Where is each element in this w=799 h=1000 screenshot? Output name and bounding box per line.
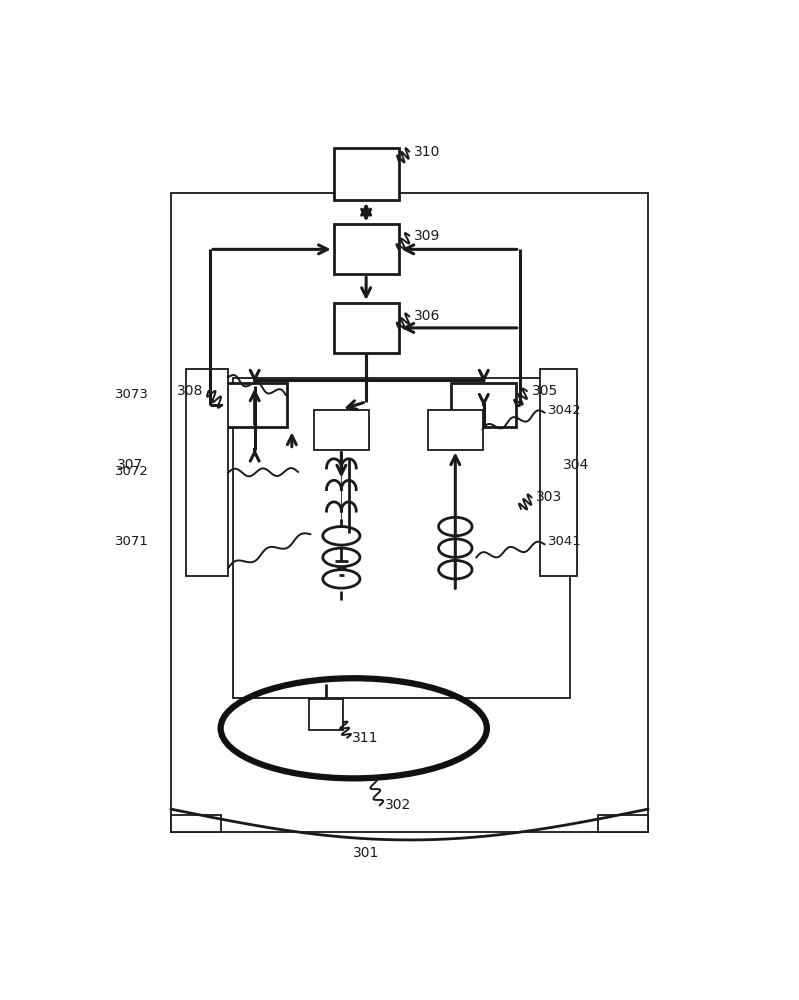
Text: 303: 303 <box>536 490 562 504</box>
Text: 3071: 3071 <box>115 535 149 548</box>
Bar <box>314 410 368 450</box>
Bar <box>171 193 648 832</box>
Text: 3042: 3042 <box>547 404 582 417</box>
Bar <box>283 388 407 684</box>
Bar <box>222 383 287 427</box>
Text: 311: 311 <box>352 731 379 745</box>
Bar <box>451 383 516 427</box>
Text: 301: 301 <box>353 846 380 860</box>
Bar <box>539 369 577 576</box>
Text: 3072: 3072 <box>115 465 149 478</box>
Bar <box>186 369 228 576</box>
Bar <box>233 378 570 698</box>
Bar <box>598 815 648 832</box>
Text: 305: 305 <box>532 384 558 398</box>
Text: 304: 304 <box>563 458 590 472</box>
Bar <box>309 699 343 730</box>
Text: 3073: 3073 <box>115 388 149 401</box>
Bar <box>428 410 483 450</box>
Bar <box>334 148 399 200</box>
Text: 307: 307 <box>117 458 144 472</box>
Text: 310: 310 <box>414 145 440 159</box>
Text: 3041: 3041 <box>547 535 582 548</box>
Bar <box>403 396 521 684</box>
Bar <box>334 224 399 274</box>
Text: 308: 308 <box>177 384 204 398</box>
Text: 306: 306 <box>414 309 440 323</box>
Bar <box>171 815 221 832</box>
Bar <box>334 303 399 353</box>
Text: 309: 309 <box>414 229 440 242</box>
Text: 302: 302 <box>385 798 411 812</box>
